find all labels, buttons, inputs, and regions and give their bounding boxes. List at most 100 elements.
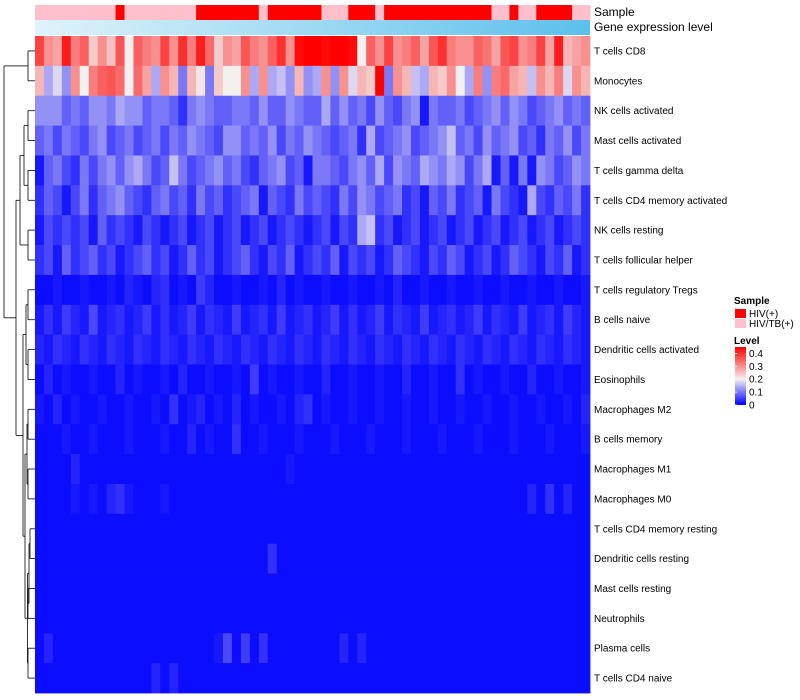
- heatmap-cell: [419, 454, 430, 485]
- heatmap-cell: [554, 65, 564, 97]
- heatmap-cell: [249, 155, 260, 186]
- heatmap-cell: [321, 454, 331, 485]
- heatmap-cell: [133, 364, 143, 395]
- heatmap-cell: [375, 215, 385, 246]
- heatmap-cell: [249, 543, 260, 574]
- heatmap-cell: [267, 454, 278, 485]
- heatmap-cell: [554, 424, 564, 455]
- heatmap-cell: [581, 125, 591, 156]
- heatmap-cell: [536, 36, 546, 67]
- heatmap-cell: [339, 155, 349, 186]
- heatmap-cell: [35, 513, 45, 545]
- heatmap-cell: [205, 274, 215, 306]
- heatmap-cell: [348, 95, 358, 126]
- heatmap-cell: [509, 663, 519, 694]
- sample-annotation-cell: [330, 5, 340, 20]
- heatmap-cell: [267, 543, 278, 574]
- heatmap-cell: [61, 543, 72, 574]
- heatmap-cell: [142, 245, 152, 276]
- heatmap-cell: [169, 633, 179, 664]
- heatmap-cell: [366, 215, 376, 246]
- heatmap-cell: [572, 573, 582, 604]
- heatmap-cell: [285, 95, 295, 126]
- heatmap-cell: [339, 454, 349, 485]
- heatmap-cell: [52, 603, 63, 634]
- heatmap-cell: [312, 95, 322, 126]
- sample-annotation-cell: [276, 5, 287, 20]
- heatmap-cell: [115, 125, 125, 156]
- heatmap-cell: [321, 215, 331, 246]
- heatmap-cell: [518, 245, 528, 276]
- heatmap-cell: [294, 125, 304, 156]
- heatmap-cell: [133, 513, 143, 545]
- heatmap-cell: [446, 573, 457, 604]
- heatmap-cell: [205, 36, 215, 67]
- sample-annotation-cell: [375, 5, 385, 20]
- heatmap-cell: [160, 603, 170, 634]
- heatmap-cell: [402, 424, 412, 455]
- heatmap-cell: [52, 36, 63, 67]
- heatmap-cell: [419, 65, 430, 97]
- heatmap-cell: [473, 245, 483, 276]
- heatmap-cell: [142, 424, 152, 455]
- heatmap-cell: [61, 125, 72, 156]
- heatmap-cell: [97, 36, 108, 67]
- heatmap-cell: [482, 245, 492, 276]
- heatmap-cell: [446, 95, 457, 126]
- heatmap-cell: [428, 483, 439, 515]
- heatmap-cell: [294, 663, 304, 694]
- heatmap-cell: [410, 454, 421, 485]
- heatmap-cell: [509, 245, 519, 276]
- heatmap-cell: [294, 185, 304, 216]
- heatmap-cell: [106, 185, 116, 216]
- heatmap-cell: [276, 185, 287, 216]
- heatmap-cell: [366, 36, 376, 67]
- heatmap-cell: [160, 215, 170, 246]
- heatmap-cell: [509, 573, 519, 604]
- heatmap-cell: [419, 513, 430, 545]
- heatmap-cell: [276, 454, 287, 485]
- heatmap-cell: [554, 483, 564, 515]
- heatmap-cell: [124, 454, 134, 485]
- heatmap-cell: [88, 364, 99, 395]
- heatmap-cell: [124, 424, 134, 455]
- heatmap-cell: [402, 573, 412, 604]
- heatmap-cell: [294, 364, 304, 395]
- heatmap-cell: [482, 633, 492, 664]
- heatmap-cell: [258, 215, 269, 246]
- heatmap-cell: [61, 483, 72, 515]
- heatmap-cell: [509, 125, 519, 156]
- heatmap-cell: [536, 603, 546, 634]
- heatmap-cell: [115, 513, 125, 545]
- heatmap-cell: [196, 185, 206, 216]
- heatmap-cell: [339, 394, 349, 425]
- heatmap-cell: [437, 454, 448, 485]
- heatmap-cell: [214, 215, 224, 246]
- heatmap-cell: [79, 334, 90, 365]
- heatmap-cell: [88, 274, 99, 306]
- heatmap-cell: [303, 36, 313, 67]
- heatmap-cell: [294, 543, 304, 574]
- heatmap-cell: [52, 65, 63, 97]
- heatmap-cell: [285, 573, 295, 604]
- heatmap-cell: [222, 65, 233, 97]
- heatmap-cell: [79, 424, 90, 455]
- heatmap-cell: [222, 304, 233, 336]
- heatmap-cell: [464, 513, 475, 545]
- heatmap-cell: [348, 663, 358, 694]
- heatmap-cell: [187, 36, 197, 67]
- heatmap-cell: [106, 513, 116, 545]
- heatmap-cell: [115, 65, 125, 97]
- heatmap-cell: [106, 304, 116, 336]
- heatmap-cell: [339, 36, 349, 67]
- heatmap-cell: [151, 364, 161, 395]
- heatmap-cell: [88, 215, 99, 246]
- heatmap-cell: [312, 603, 322, 634]
- heatmap-cell: [348, 573, 358, 604]
- heatmap-cell: [52, 424, 63, 455]
- heatmap-cell: [79, 513, 90, 545]
- sample-annotation-cell: [357, 5, 367, 20]
- heatmap-cell: [366, 454, 376, 485]
- heatmap-cell: [518, 573, 528, 604]
- heatmap-cell: [509, 274, 519, 306]
